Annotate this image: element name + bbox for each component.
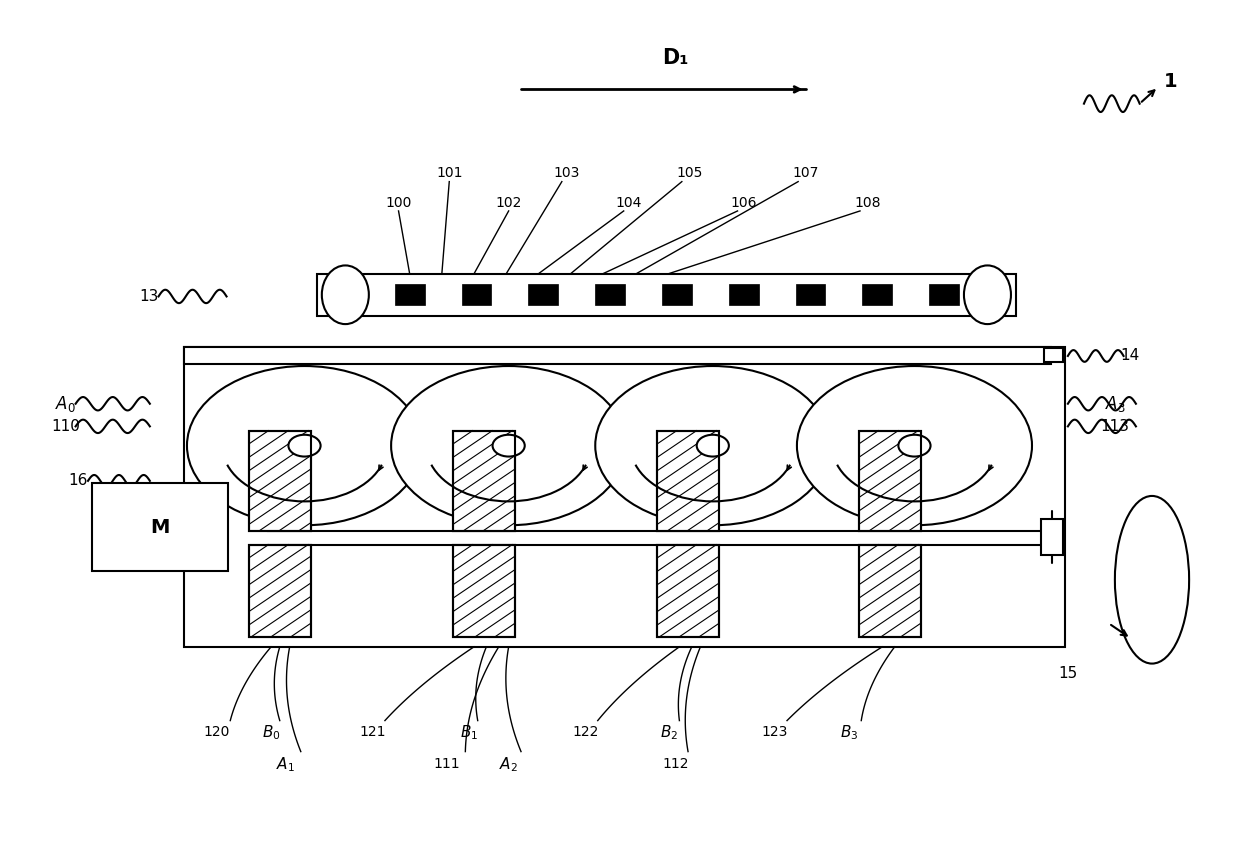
Circle shape	[595, 366, 831, 526]
Bar	[249, 545, 311, 637]
Circle shape	[289, 435, 321, 457]
Circle shape	[391, 366, 626, 526]
Text: 122: 122	[572, 725, 599, 739]
Bar	[729, 284, 759, 305]
Text: 107: 107	[792, 167, 818, 180]
Text: $B_1$: $B_1$	[460, 723, 479, 742]
Text: 108: 108	[854, 196, 880, 209]
Bar	[249, 545, 311, 637]
Bar	[249, 431, 311, 532]
Bar	[929, 284, 959, 305]
Text: 14: 14	[1120, 348, 1140, 363]
Text: 112: 112	[662, 757, 689, 771]
Bar	[859, 431, 920, 532]
Text: 104: 104	[615, 196, 642, 209]
Bar	[595, 284, 625, 305]
Text: 13: 13	[139, 289, 159, 304]
Text: $B_0$: $B_0$	[262, 723, 280, 742]
Text: $A_3$: $A_3$	[1105, 394, 1125, 414]
Text: $A_1$: $A_1$	[277, 755, 295, 774]
Text: M: M	[150, 518, 170, 537]
Bar	[185, 346, 1050, 363]
Bar	[859, 545, 920, 637]
Bar	[453, 545, 515, 637]
Bar	[657, 545, 719, 637]
Bar	[453, 431, 515, 532]
Bar	[317, 274, 1016, 315]
Text: 110: 110	[51, 419, 81, 434]
Text: 10: 10	[967, 298, 986, 312]
Text: $B_3$: $B_3$	[839, 723, 858, 742]
Text: 113: 113	[1100, 419, 1130, 434]
Ellipse shape	[322, 266, 368, 324]
Text: 1: 1	[1164, 71, 1177, 91]
Bar	[185, 346, 1065, 647]
Text: 120: 120	[203, 725, 229, 739]
Bar	[1044, 348, 1063, 362]
Circle shape	[492, 435, 525, 457]
Text: $A_2$: $A_2$	[500, 755, 518, 774]
Bar	[863, 284, 893, 305]
Text: 100: 100	[386, 196, 412, 209]
Bar	[453, 431, 515, 532]
Text: 101: 101	[436, 167, 463, 180]
Bar	[249, 431, 311, 532]
Ellipse shape	[963, 266, 1011, 324]
Bar	[662, 284, 692, 305]
Bar	[461, 284, 491, 305]
Circle shape	[797, 366, 1032, 526]
Bar	[657, 431, 719, 532]
Text: 121: 121	[360, 725, 386, 739]
Circle shape	[187, 366, 422, 526]
Bar	[796, 284, 826, 305]
Circle shape	[898, 435, 930, 457]
Text: 111: 111	[434, 757, 460, 771]
Text: D₁: D₁	[662, 49, 689, 68]
Bar	[1040, 520, 1063, 554]
Bar	[453, 545, 515, 637]
Text: 16: 16	[68, 473, 88, 489]
Bar	[394, 284, 424, 305]
Bar	[92, 484, 228, 571]
Text: 123: 123	[761, 725, 787, 739]
Text: 103: 103	[553, 167, 580, 180]
Bar	[657, 545, 719, 637]
Text: 102: 102	[496, 196, 522, 209]
Bar	[657, 431, 719, 532]
Text: 15: 15	[1058, 666, 1078, 681]
Bar	[859, 545, 920, 637]
Bar	[859, 431, 920, 532]
Bar	[528, 284, 558, 305]
Text: $A_0$: $A_0$	[56, 394, 76, 414]
Text: $B_2$: $B_2$	[661, 723, 678, 742]
Circle shape	[697, 435, 729, 457]
Text: 105: 105	[676, 167, 703, 180]
Text: 106: 106	[730, 196, 756, 209]
